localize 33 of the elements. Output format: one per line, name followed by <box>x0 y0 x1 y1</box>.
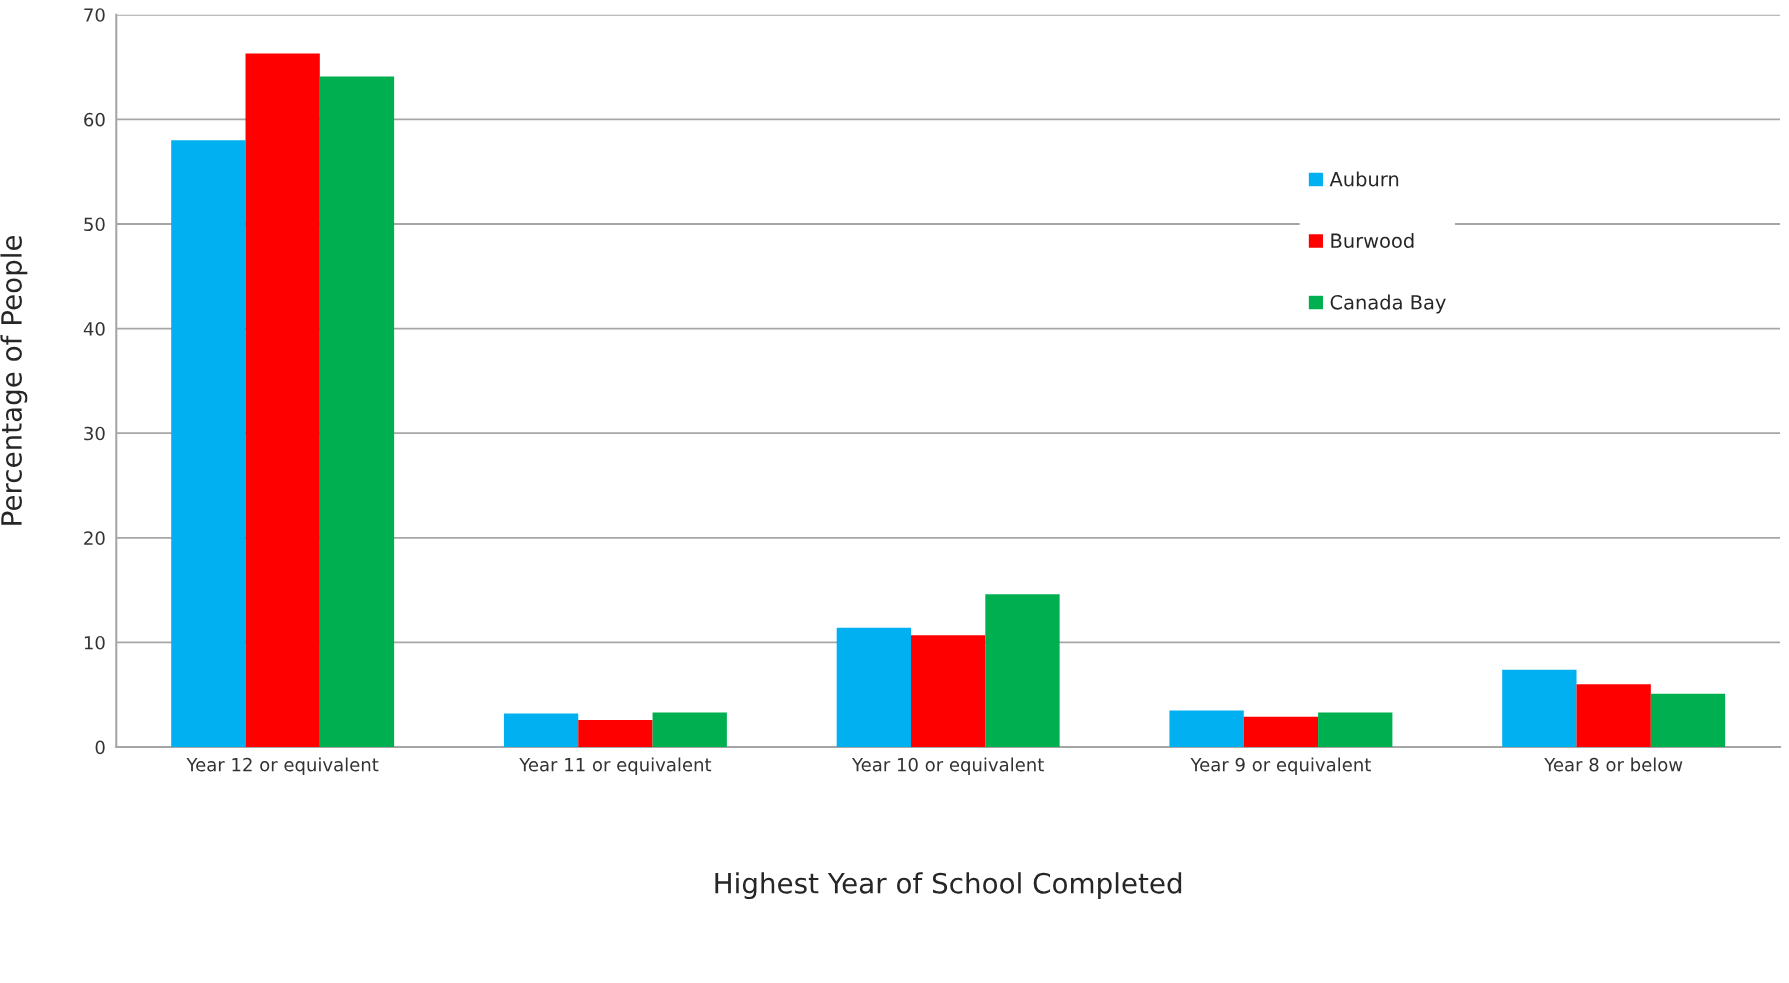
bar <box>503 713 579 748</box>
x-tick-label: Year 11 or equivalent <box>519 757 712 775</box>
bar <box>1169 710 1244 748</box>
bar <box>171 140 246 748</box>
bar <box>1502 669 1577 748</box>
y-axis-title: Percentage of People <box>0 235 28 525</box>
bar <box>836 627 912 748</box>
y-tick-label: 70 <box>84 8 105 22</box>
x-tick-label: Year 9 or equivalent <box>1190 757 1371 775</box>
bar <box>1243 716 1319 748</box>
bar <box>319 76 395 748</box>
y-tick-label: 10 <box>84 635 105 650</box>
bar <box>1318 712 1393 748</box>
bar <box>1650 693 1726 748</box>
bar <box>1576 684 1651 748</box>
bar <box>245 53 320 748</box>
bar <box>985 594 1060 748</box>
bar <box>911 635 986 748</box>
bar <box>652 712 727 748</box>
y-tick-label: 30 <box>84 426 105 441</box>
y-tick-label: 20 <box>84 531 105 545</box>
y-tick-label: 40 <box>83 322 105 336</box>
x-axis-title: Highest Year of School Completed <box>715 872 1182 900</box>
legend-label: Burwood <box>1331 232 1414 249</box>
y-tick-label: 60 <box>84 112 105 127</box>
y-tick-label: 0 <box>95 740 105 755</box>
bar <box>578 719 653 748</box>
x-tick-label: Year 8 or below <box>1544 757 1683 772</box>
legend-label: Canada Bay <box>1330 294 1446 314</box>
y-tick-label: 50 <box>84 217 105 232</box>
x-tick-label: Year 10 or equivalent <box>851 757 1044 775</box>
x-tick-label: Year 12 or equivalent <box>186 757 379 775</box>
legend-label: Auburn <box>1329 171 1399 187</box>
